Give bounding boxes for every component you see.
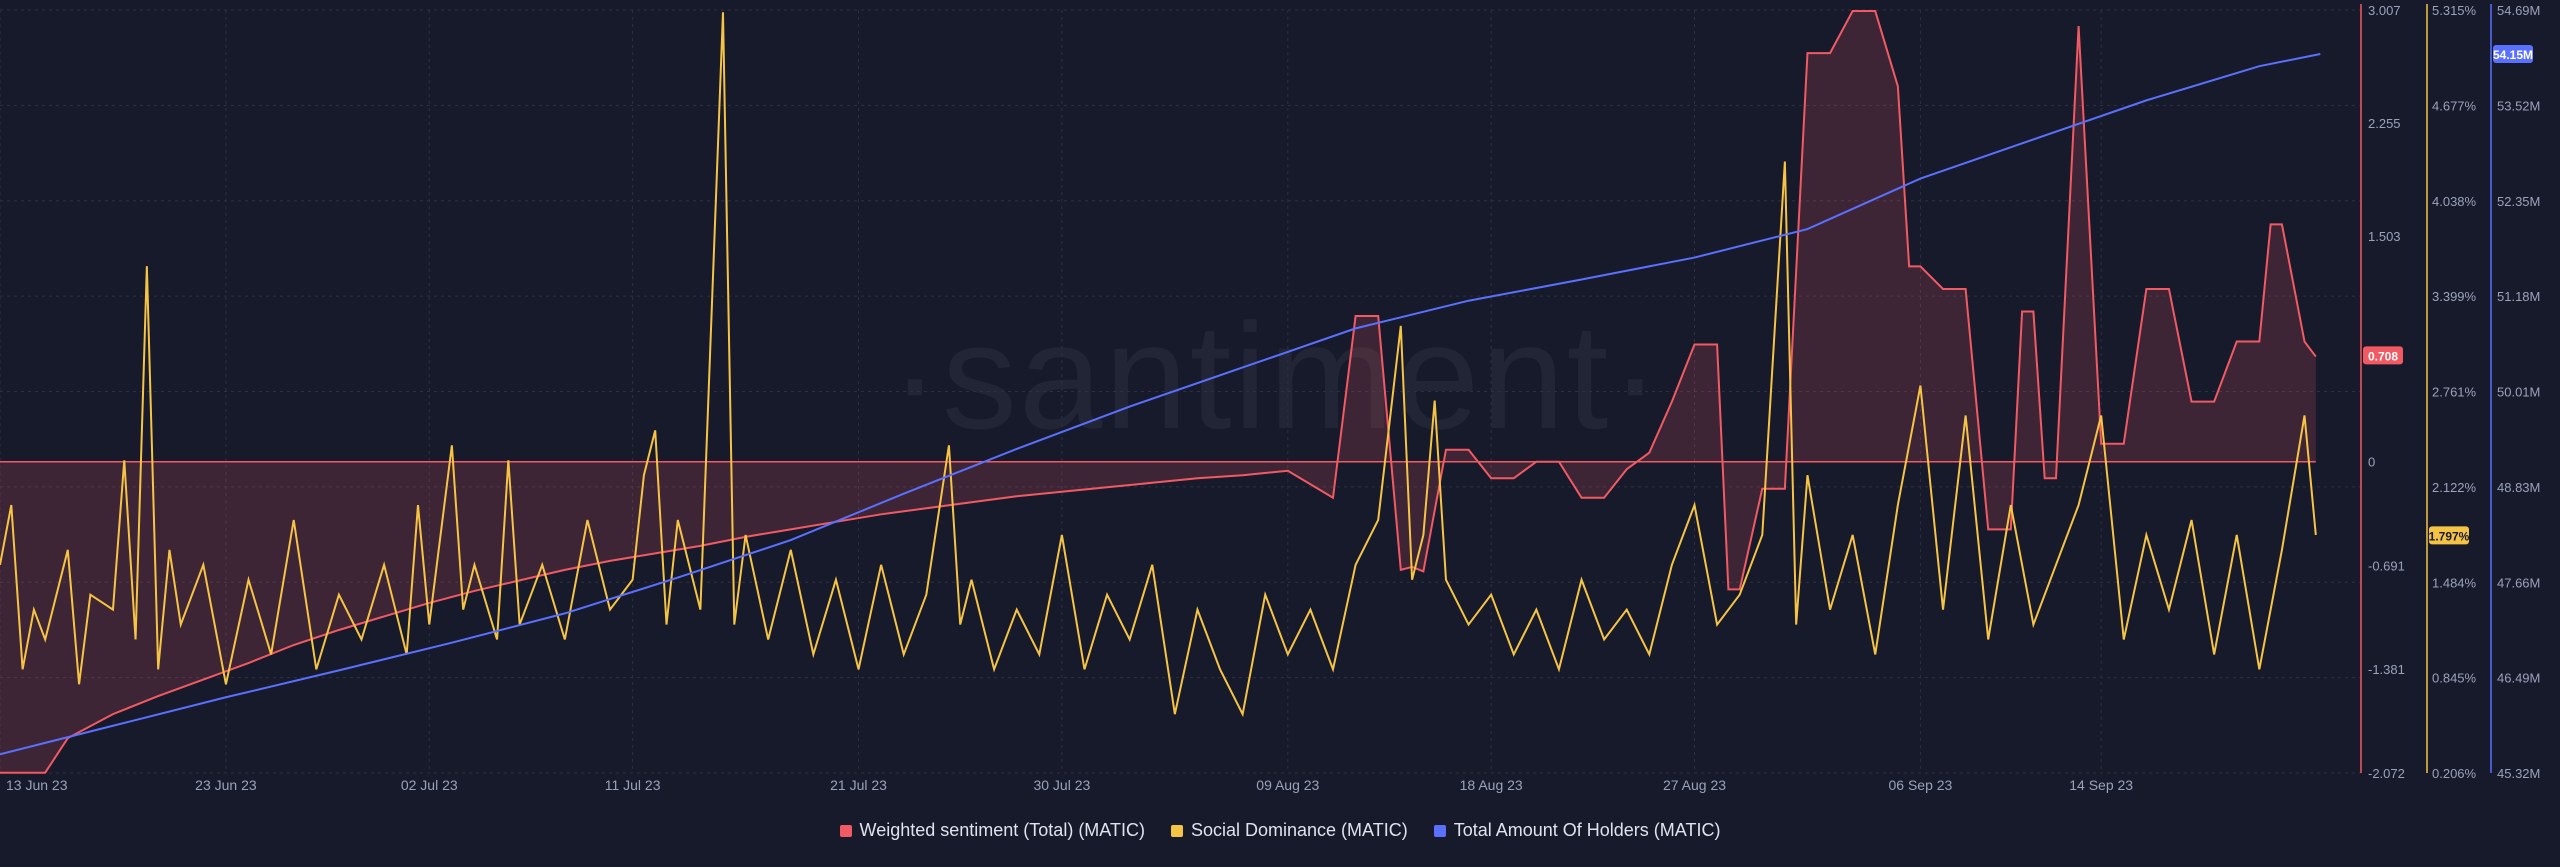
- holders-axis-tick-label: 48.83M: [2497, 480, 2540, 495]
- x-axis-tick-label: 21 Jul 23: [830, 777, 887, 793]
- sentiment-axis-tick-label: -1.381: [2368, 662, 2405, 677]
- sentiment-axis-tick-label: -0.691: [2368, 559, 2405, 574]
- social-axis-tick-label: 4.677%: [2432, 98, 2477, 113]
- social-dominance-line: [0, 12, 2317, 718]
- sentiment-axis-tick-label: 3.007: [2368, 3, 2401, 18]
- x-axis-tick-label: 06 Sep 23: [1889, 777, 1953, 793]
- social-swatch: [1170, 824, 1183, 837]
- x-axis-tick-label: 09 Aug 23: [1256, 777, 1319, 793]
- sentiment-area: [0, 11, 2316, 773]
- santiment-watermark: ·santiment·: [890, 292, 1663, 460]
- holders-axis-tick-label: 50.01M: [2497, 385, 2540, 400]
- legend-label-social-dominance: Social Dominance (MATIC): [1190, 820, 1408, 840]
- social-axis-tick-label: 1.484%: [2432, 575, 2477, 590]
- holders-axis-tick-label: 51.18M: [2497, 289, 2540, 304]
- social-axis-tick-label: 2.122%: [2432, 480, 2477, 495]
- legend-label-total-holders: Total Amount Of Holders (MATIC): [1453, 820, 1721, 840]
- x-axis-tick-label: 18 Aug 23: [1460, 777, 1523, 793]
- social-axis-tick-label: 4.038%: [2432, 194, 2477, 209]
- x-axis-tick-label: 02 Jul 23: [401, 777, 458, 793]
- legend-item-total-holders[interactable]: Total Amount Of Holders (MATIC): [1433, 820, 1721, 841]
- holders-swatch: [1433, 824, 1446, 837]
- social-axis-tick-label: 0.845%: [2432, 671, 2477, 686]
- x-axis-tick-label: 14 Sep 23: [2069, 777, 2133, 793]
- x-axis-tick-label: 13 Jun 23: [6, 777, 68, 793]
- x-axis-tick-label: 23 Jun 23: [195, 777, 257, 793]
- holders-axis-tick-label: 47.66M: [2497, 575, 2540, 590]
- sentiment-axis-tick-label: -2.072: [2368, 766, 2405, 781]
- holders-current-value-badge-bg: [2493, 44, 2533, 63]
- holders-axis-tick-label: 45.32M: [2497, 766, 2540, 781]
- legend-item-social-dominance[interactable]: Social Dominance (MATIC): [1170, 820, 1408, 841]
- sentiment-axis-tick-label: 2.255: [2368, 116, 2401, 131]
- x-axis-tick-label: 30 Jul 23: [1033, 777, 1090, 793]
- holders-axis-tick-label: 52.35M: [2497, 194, 2540, 209]
- holders-axis-tick-label: 46.49M: [2497, 671, 2540, 686]
- chart-legend: Weighted sentiment (Total) (MATIC) Socia…: [0, 820, 2560, 841]
- holders-axis-tick-label: 54.69M: [2497, 3, 2540, 18]
- social-current-value-badge-bg: [2429, 526, 2469, 545]
- social-current-value-badge: 1.797%: [2429, 529, 2470, 543]
- holders-axis-tick-label: 53.52M: [2497, 98, 2540, 113]
- social-axis-tick-label: 3.399%: [2432, 289, 2477, 304]
- social-axis-tick-label: 0.206%: [2432, 766, 2477, 781]
- x-axis-tick-label: 27 Aug 23: [1663, 777, 1726, 793]
- legend-label-weighted-sentiment: Weighted sentiment (Total) (MATIC): [859, 820, 1145, 840]
- weighted-sentiment-line: [0, 10, 2317, 774]
- sentiment-swatch: [839, 824, 852, 837]
- legend-item-weighted-sentiment[interactable]: Weighted sentiment (Total) (MATIC): [839, 820, 1145, 841]
- sentiment-axis-tick-label: 0: [2368, 455, 2375, 470]
- social-axis-tick-label: 5.315%: [2432, 3, 2477, 18]
- total-holders-line: [0, 52, 2321, 756]
- x-axis-tick-label: 11 Jul 23: [605, 777, 661, 793]
- sentiment-current-value-badge: 0.708: [2368, 349, 2398, 363]
- sentiment-current-value-badge-bg: [2363, 346, 2403, 365]
- sentiment-axis-tick-label: 1.503: [2368, 229, 2401, 244]
- holders-current-value-badge: 54.15M: [2493, 48, 2533, 62]
- social-axis-tick-label: 2.761%: [2432, 385, 2477, 400]
